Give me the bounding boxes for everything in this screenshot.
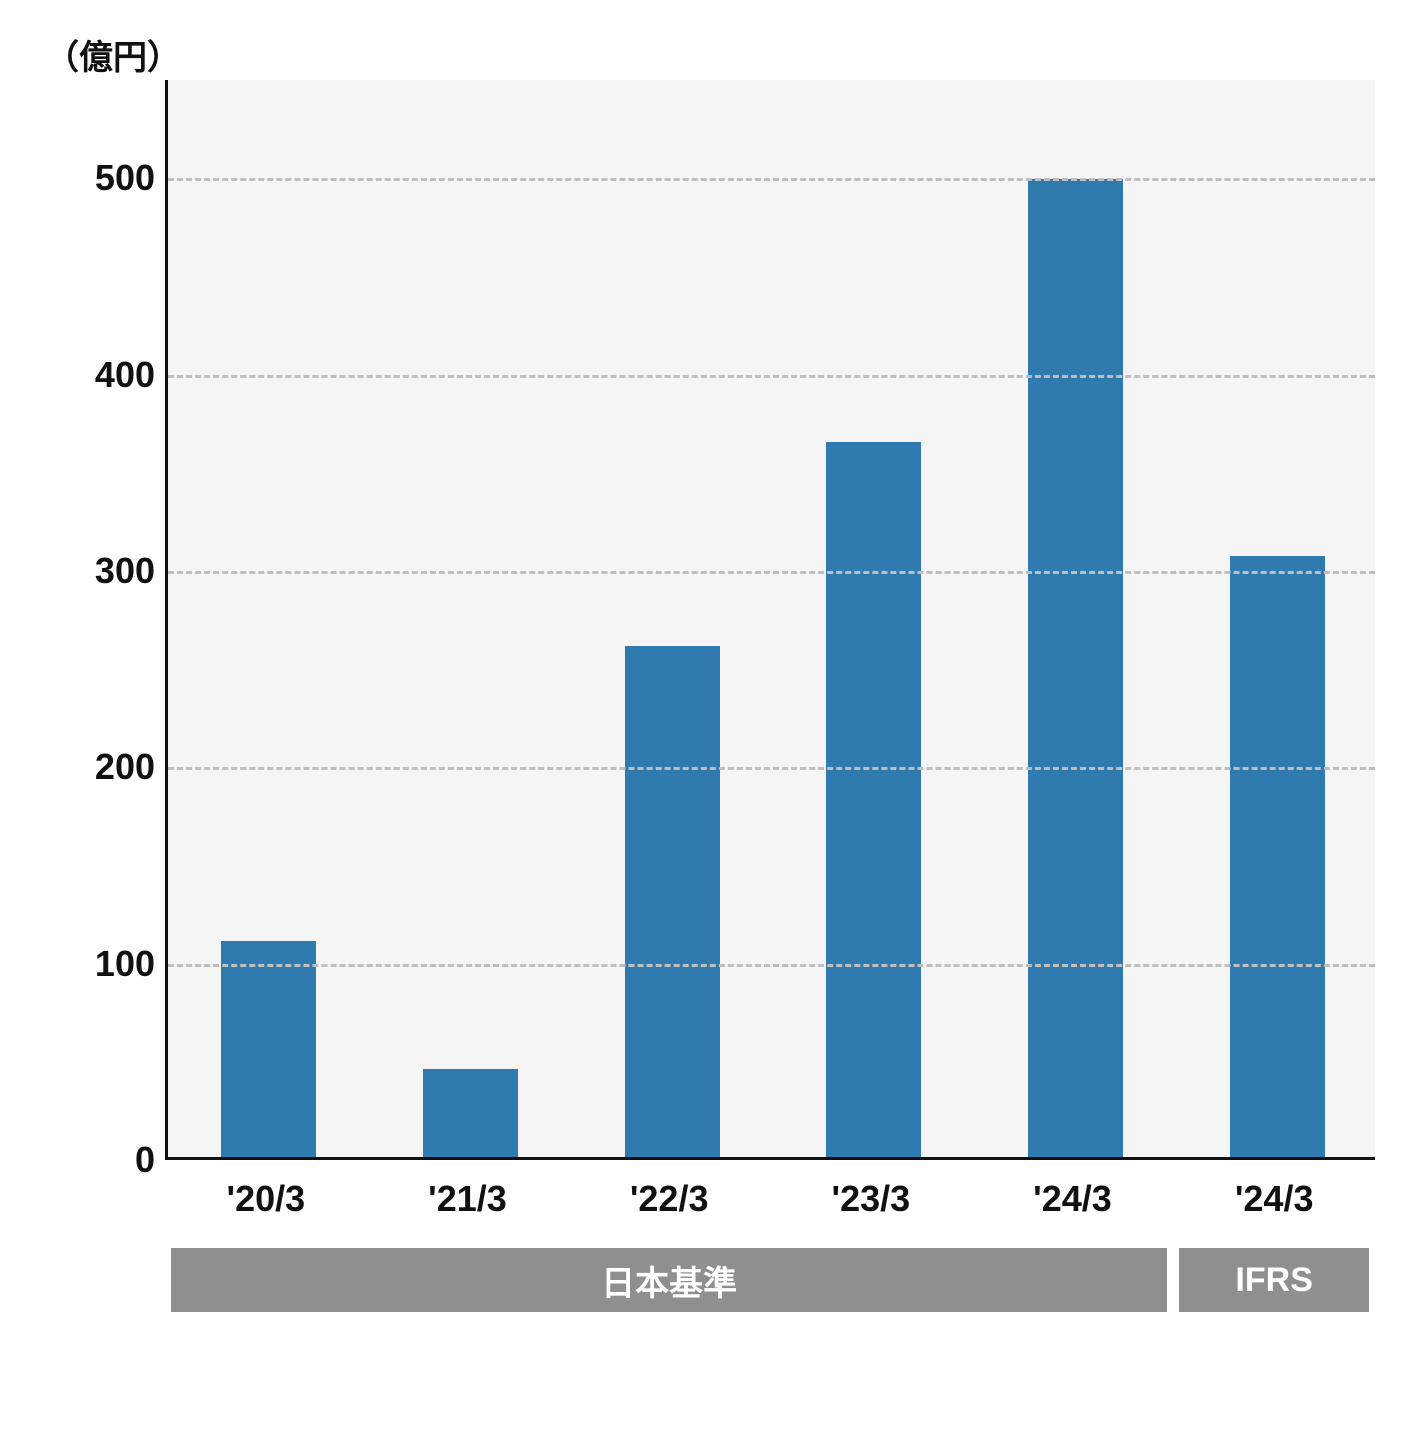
group-label: 日本基準 [171,1248,1167,1312]
y-tick-label: 100 [55,943,155,985]
y-tick-label: 400 [55,354,155,396]
gridlines [168,80,1375,1157]
y-axis-unit-label: （億円） [45,30,181,79]
x-tick-label: '24/3 [1033,1178,1112,1220]
x-tick-label: '23/3 [832,1178,911,1220]
gridline [168,178,1375,181]
x-tick-label: '22/3 [630,1178,709,1220]
x-tick-label: '24/3 [1235,1178,1314,1220]
bar-chart: （億円） 0 100 200 300 400 500 '20/3 '21/3 '22/3 '23/… [0,0,1418,1432]
plot-area [165,80,1375,1160]
y-tick-label: 500 [55,157,155,199]
y-tick-label: 200 [55,746,155,788]
group-label: IFRS [1179,1248,1369,1312]
gridline [168,767,1375,770]
x-tick-label: '21/3 [428,1178,507,1220]
x-tick-label: '20/3 [227,1178,306,1220]
gridline [168,375,1375,378]
gridline [168,964,1375,967]
y-tick-label: 300 [55,550,155,592]
gridline [168,571,1375,574]
y-tick-label: 0 [55,1139,155,1181]
